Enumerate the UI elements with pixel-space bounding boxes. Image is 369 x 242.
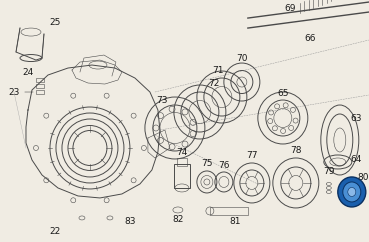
Text: 63: 63 [350, 113, 362, 122]
Text: 74: 74 [176, 149, 187, 158]
Bar [36, 90, 44, 94]
Text: 64: 64 [350, 155, 362, 165]
Text: 73: 73 [156, 96, 168, 105]
Text: 24: 24 [23, 68, 34, 76]
Text: 23: 23 [8, 88, 20, 97]
Bar [36, 84, 44, 88]
Bar [210, 207, 248, 215]
Bar [174, 164, 190, 188]
Text: 25: 25 [49, 18, 61, 27]
Text: 80: 80 [357, 174, 369, 182]
Text: 78: 78 [290, 146, 301, 155]
Bar [177, 158, 187, 166]
Text: 77: 77 [246, 151, 258, 160]
Text: 82: 82 [172, 215, 184, 224]
Polygon shape [26, 65, 160, 198]
Text: 83: 83 [124, 218, 136, 227]
Polygon shape [148, 130, 170, 158]
Text: 22: 22 [49, 227, 61, 236]
Polygon shape [16, 28, 44, 60]
Ellipse shape [348, 188, 356, 197]
Text: 69: 69 [284, 4, 296, 13]
Text: 81: 81 [229, 218, 241, 227]
Text: 75: 75 [201, 159, 213, 168]
Ellipse shape [343, 182, 361, 202]
Text: 79: 79 [323, 167, 335, 176]
Text: 76: 76 [218, 161, 230, 170]
Ellipse shape [338, 177, 366, 207]
Text: 66: 66 [304, 34, 315, 43]
Text: 72: 72 [208, 78, 220, 88]
Text: 65: 65 [277, 89, 289, 98]
Bar [36, 78, 44, 82]
Text: 70: 70 [236, 53, 248, 62]
Text: 71: 71 [212, 66, 224, 75]
